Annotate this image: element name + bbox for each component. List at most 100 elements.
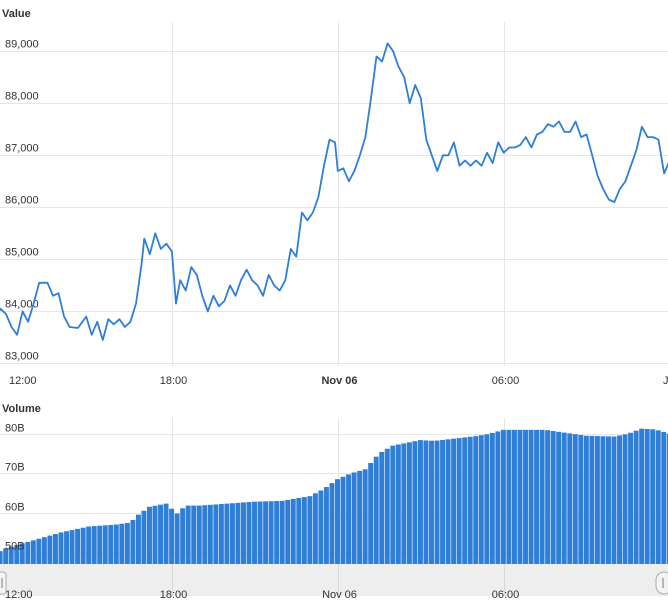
volume-bar: [263, 501, 269, 564]
volume-bar: [102, 525, 108, 564]
volume-bar: [567, 433, 573, 564]
volume-bar: [235, 502, 241, 564]
volume-bar: [506, 429, 512, 564]
volume-bar: [207, 504, 213, 564]
volume-bar: [3, 548, 9, 564]
volume-bar: [561, 432, 567, 564]
volume-bar: [379, 451, 385, 564]
navigator-grid: [172, 564, 505, 596]
volume-bar: [346, 474, 352, 564]
value-panel-title: Value: [2, 8, 31, 20]
volume-bar: [357, 470, 363, 564]
volume-bar: [589, 435, 595, 564]
volume-bars: [0, 428, 668, 564]
volume-bar: [644, 428, 650, 564]
volume-bar: [113, 524, 119, 564]
value-x-tick-label: 06:00: [492, 375, 520, 387]
volume-bar: [80, 527, 86, 564]
volume-bar: [401, 443, 407, 564]
value-y-tick-label: 85,000: [5, 247, 39, 259]
volume-bar: [124, 522, 130, 564]
volume-panel-title: Volume: [2, 403, 41, 415]
volume-bar: [406, 442, 412, 564]
volume-bar: [340, 476, 346, 564]
volume-bar: [650, 429, 656, 564]
volume-bar: [390, 445, 396, 564]
navigator-background: [0, 564, 668, 596]
volume-bar: [556, 431, 562, 564]
volume-bar: [8, 546, 14, 564]
value-y-tick-label: 83,000: [5, 351, 39, 363]
navigator-left-handle[interactable]: [0, 571, 7, 595]
volume-y-tick-label: 50B: [5, 541, 25, 553]
value-x-tick-label: Nov 06: [321, 375, 357, 387]
value-y-tick-label: 88,000: [5, 91, 39, 103]
navigator-x-tick-label: 12:00: [5, 589, 33, 601]
volume-bar: [174, 513, 180, 564]
volume-bar: [351, 472, 357, 564]
volume-bar: [318, 490, 324, 564]
volume-bar: [445, 439, 451, 564]
volume-bar: [434, 440, 440, 564]
volume-bar: [191, 505, 197, 564]
value-y-tick-label: 84,000: [5, 299, 39, 311]
volume-bar: [130, 519, 136, 564]
volume-bar: [97, 525, 103, 564]
volume-bar: [335, 479, 340, 564]
volume-bar: [75, 528, 81, 564]
volume-bar: [578, 434, 584, 564]
volume-bar: [517, 429, 523, 564]
volume-y-tick-label: 60B: [5, 502, 25, 514]
navigator[interactable]: 12:00 18:00 Nov 06 06:00: [0, 564, 668, 601]
volume-bar: [25, 541, 31, 564]
volume-bar: [224, 503, 230, 564]
volume-bar: [30, 540, 36, 564]
volume-bar: [617, 435, 622, 564]
volume-bar: [163, 503, 169, 564]
volume-bar: [639, 428, 645, 564]
volume-bar: [213, 504, 219, 564]
volume-bar: [484, 434, 490, 564]
value-panel: Value 83,000 84,000 85,000 86,000 87,000 88,0…: [0, 8, 668, 387]
volume-bar: [539, 429, 545, 564]
volume-bar: [152, 505, 158, 564]
volume-bar: [550, 431, 556, 564]
value-y-tick-label: 87,000: [5, 143, 39, 155]
volume-bar: [661, 432, 667, 564]
volume-bar: [600, 436, 606, 564]
volume-bar: [257, 501, 263, 564]
value-x-tick-label: 18:00: [160, 375, 188, 387]
volume-bar: [545, 430, 551, 564]
volume-bar: [229, 503, 235, 564]
volume-bar: [583, 435, 589, 564]
volume-bar: [373, 456, 379, 564]
volume-bar: [246, 502, 252, 564]
volume-bar: [594, 436, 600, 564]
volume-bar: [633, 430, 639, 564]
value-y-axis: 83,000 84,000 85,000 86,000 87,000 88,000 89,0…: [5, 39, 39, 363]
volume-y-tick-label: 80B: [5, 423, 25, 435]
volume-bar: [429, 440, 434, 564]
volume-bar: [58, 532, 64, 564]
navigator-right-handle[interactable]: [655, 571, 668, 595]
volume-bar: [666, 433, 668, 564]
volume-bar: [268, 501, 274, 564]
volume-bar: [395, 444, 401, 564]
volume-bar: [478, 435, 484, 564]
volume-bar: [534, 429, 540, 564]
volume-bar: [0, 551, 3, 564]
volume-bar: [69, 530, 75, 564]
volume-bar: [218, 504, 224, 564]
volume-bar: [523, 429, 528, 564]
volume-bar: [467, 436, 473, 564]
volume-bar: [423, 440, 429, 564]
navigator-x-axis: 12:00 18:00 Nov 06 06:00: [5, 589, 519, 601]
value-grid: [0, 22, 668, 366]
volume-bar: [241, 502, 246, 564]
volume-y-axis: 50B 60B 70B 80B: [5, 423, 25, 553]
volume-bar: [473, 436, 479, 564]
value-y-tick-label: 89,000: [5, 39, 39, 51]
volume-bar: [622, 434, 628, 564]
volume-bar: [368, 462, 374, 564]
